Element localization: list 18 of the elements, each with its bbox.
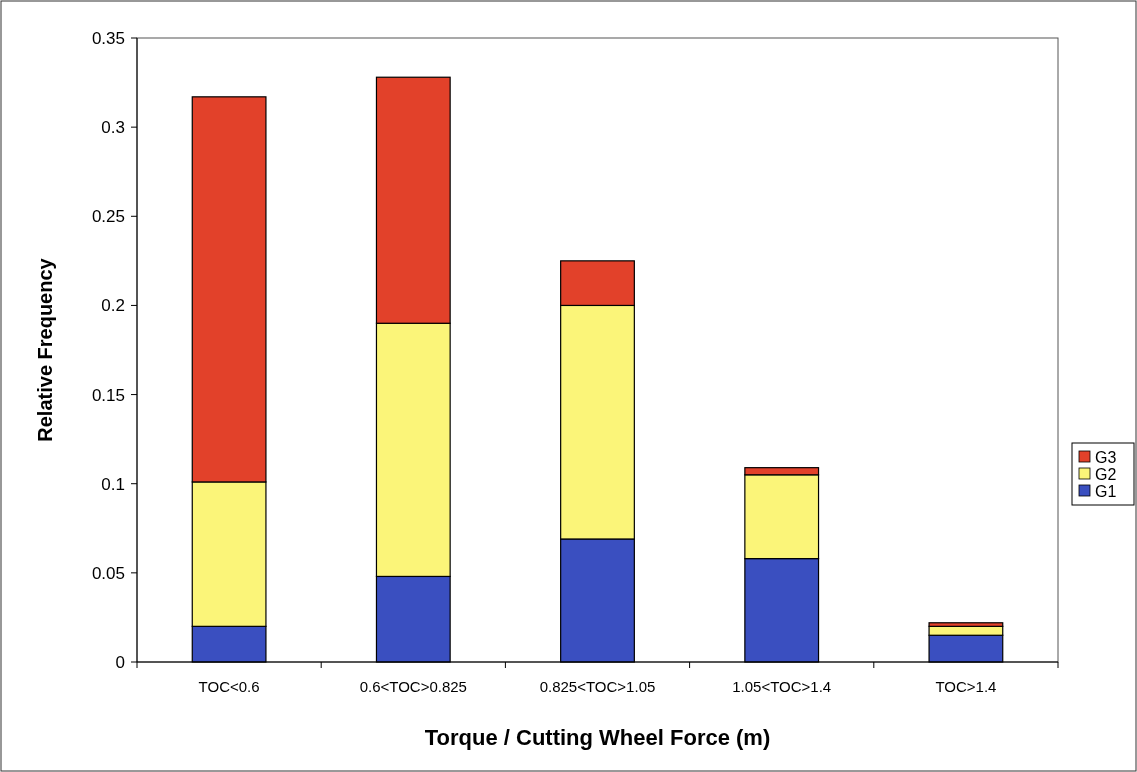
x-tick-label: TOC>1.4: [935, 678, 997, 695]
legend-label: G3: [1095, 448, 1117, 466]
x-tick-label: 1.05<TOC>1.4: [732, 678, 832, 695]
y-tick-label: 0.3: [101, 118, 125, 138]
y-tick-label: 0.1: [101, 474, 125, 494]
x-tick-label: TOC<0.6: [198, 678, 260, 695]
x-axis-title: Torque / Cutting Wheel Force (m): [424, 725, 771, 750]
y-tick-label: 0.05: [91, 563, 125, 583]
y-tick-label: 0.35: [91, 28, 125, 48]
y-axis-title: Relative Frequency: [34, 257, 56, 442]
legend-label: G1: [1095, 482, 1117, 500]
y-tick-label: 0.15: [91, 385, 125, 405]
y-tick-label: 0.25: [91, 207, 125, 227]
y-tick-label: 0: [115, 652, 125, 672]
legend-label: G2: [1095, 465, 1117, 483]
x-tick-label: 0.825<TOC>1.05: [539, 678, 656, 695]
x-tick-label: 0.6<TOC>0.825: [359, 678, 467, 695]
y-tick-label: 0.2: [101, 296, 125, 316]
